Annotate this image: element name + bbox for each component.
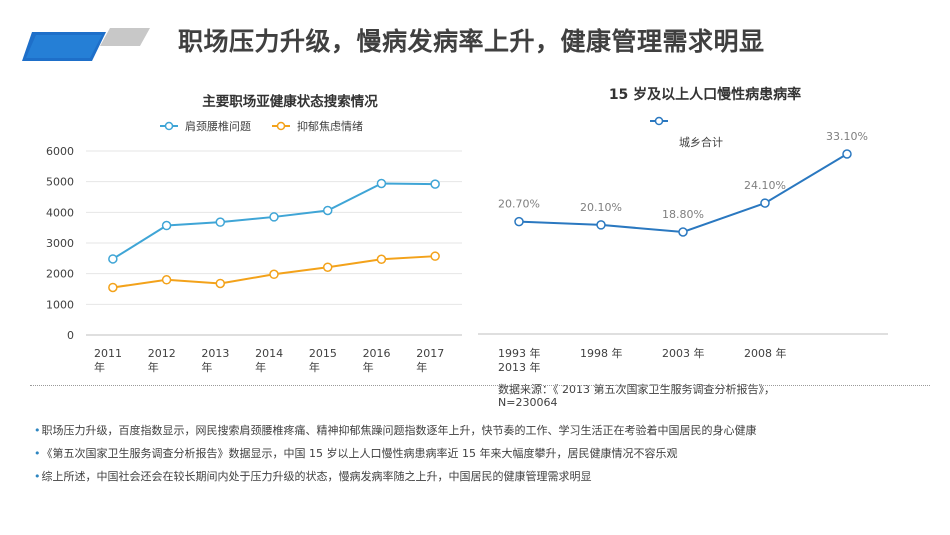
y-tick-label: 3000 bbox=[46, 237, 74, 250]
bullet-item: •职场压力升级，百度指数显示，网民搜索肩颈腰椎疼痛、精神抑郁焦躁问题指数逐年上升… bbox=[34, 424, 924, 447]
x-tick-label: 2017 年 bbox=[416, 347, 444, 374]
x-tick-label: 1993 年 bbox=[498, 346, 541, 360]
x-tick-label: 2013 年 bbox=[498, 360, 541, 374]
data-label: 18.80% bbox=[662, 208, 704, 221]
legend-marker-icon bbox=[654, 116, 664, 126]
data-point bbox=[322, 205, 333, 216]
y-tick-label: 2000 bbox=[46, 268, 74, 281]
section-divider bbox=[30, 385, 930, 386]
data-point bbox=[269, 212, 279, 222]
x-tick-label: 1998 年 bbox=[580, 346, 623, 360]
chart-1-title: 主要职场亚健康状态搜索情况 bbox=[202, 94, 378, 110]
data-point bbox=[430, 251, 440, 261]
data-source-note: 数据来源：《 2013 第五次国家卫生服务调查分析报告》， N=230064 bbox=[498, 383, 775, 409]
bullet-item: •综上所述，中国社会还会在较长期间内处于压力升级的状态，慢病发病率随之上升，中国… bbox=[34, 470, 924, 493]
data-point bbox=[596, 220, 606, 230]
data-point bbox=[108, 282, 118, 293]
data-point bbox=[376, 254, 387, 265]
bullet-item: •《第五次国家卫生服务调查分析报告》数据显示，中国 15 岁以上人口慢性病患病率… bbox=[34, 447, 924, 470]
y-tick-label: 6000 bbox=[46, 145, 74, 158]
x-tick-label: 2012 年 bbox=[148, 347, 176, 374]
bullet-dot-icon: • bbox=[34, 470, 41, 483]
header-decoration bbox=[22, 28, 150, 61]
chart-2-title: 15 岁及以上人口慢性病患病率 bbox=[608, 87, 802, 103]
data-label: 33.10% bbox=[826, 130, 868, 143]
data-point bbox=[269, 269, 279, 280]
data-point bbox=[215, 278, 226, 289]
bullet-text: 职场压力升级，百度指数显示，网民搜索肩颈腰椎疼痛、精神抑郁焦躁问题指数逐年上升，… bbox=[41, 424, 757, 437]
bullet-text: 《第五次国家卫生服务调查分析报告》数据显示，中国 15 岁以上人口慢性病患病率近… bbox=[41, 447, 678, 460]
data-point bbox=[161, 275, 172, 285]
bullet-text: 综上所述，中国社会还会在较长期间内处于压力升级的状态，慢病发病率随之上升，中国居… bbox=[41, 470, 592, 483]
data-point bbox=[215, 217, 226, 227]
legend-label: 城乡合计 bbox=[679, 135, 723, 149]
legend-label: 肩颈腰椎问题 bbox=[185, 119, 251, 133]
y-tick-label: 4000 bbox=[46, 206, 74, 219]
data-point bbox=[322, 262, 333, 272]
data-point bbox=[430, 179, 440, 189]
legend-label: 抑郁焦虑情绪 bbox=[297, 119, 363, 133]
bullet-dot-icon: • bbox=[34, 424, 41, 437]
x-tick-label: 2016 年 bbox=[363, 347, 391, 374]
data-label: 20.10% bbox=[580, 201, 622, 214]
data-label: 24.10% bbox=[744, 179, 786, 192]
x-tick-label: 2013 年 bbox=[201, 347, 229, 374]
data-point bbox=[514, 216, 524, 227]
summary-bullets: •职场压力升级，百度指数显示，网民搜索肩颈腰椎疼痛、精神抑郁焦躁问题指数逐年上升… bbox=[34, 424, 924, 493]
x-tick-label: 2011 年 bbox=[94, 347, 122, 374]
x-tick-label: 2014 年 bbox=[255, 347, 283, 374]
data-label: 20.70% bbox=[498, 198, 540, 211]
data-point bbox=[376, 178, 387, 189]
legend-marker-icon bbox=[276, 121, 286, 131]
data-point bbox=[161, 220, 172, 231]
data-point bbox=[108, 254, 118, 264]
x-tick-label: 2003 年 bbox=[662, 346, 705, 360]
y-tick-label: 0 bbox=[67, 329, 74, 342]
data-point bbox=[842, 149, 852, 159]
page-title: 职场压力升级，慢病发病率上升，健康管理需求明显 bbox=[178, 27, 765, 56]
y-tick-label: 5000 bbox=[46, 176, 74, 189]
bullet-dot-icon: • bbox=[34, 447, 41, 460]
data-point bbox=[760, 198, 770, 208]
x-tick-label: 2015 年 bbox=[309, 347, 337, 374]
y-tick-label: 1000 bbox=[46, 298, 74, 311]
x-tick-label: 2008 年 bbox=[744, 346, 787, 360]
data-point bbox=[678, 227, 688, 237]
legend-marker-icon bbox=[164, 121, 174, 131]
